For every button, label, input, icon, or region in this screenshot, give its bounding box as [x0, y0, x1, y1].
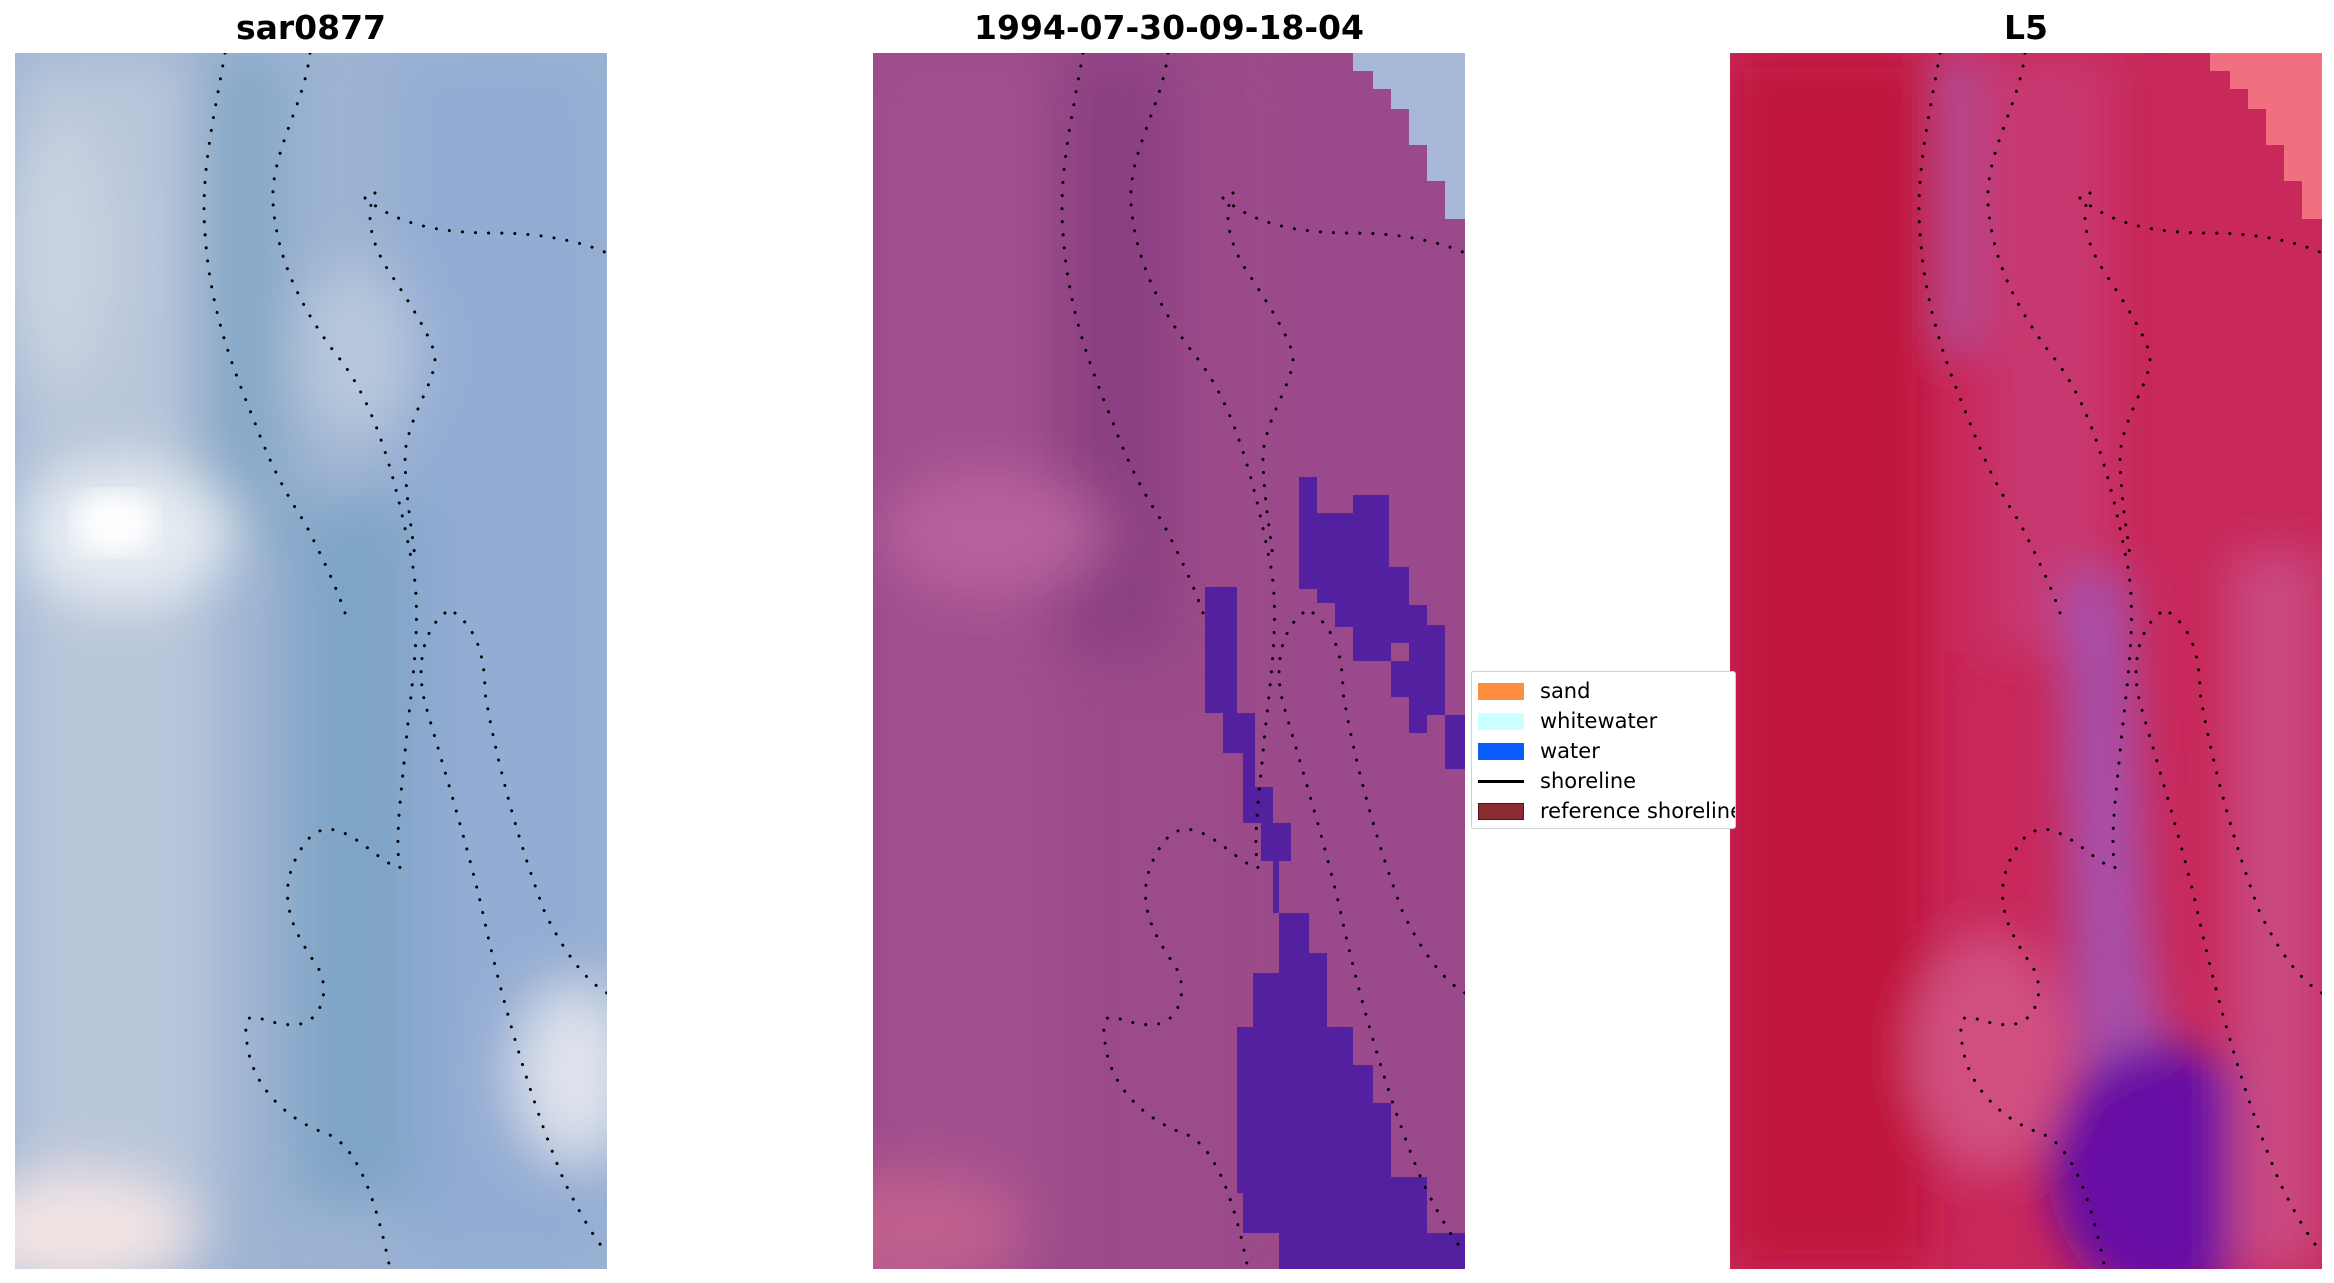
shoreline-contour [1060, 53, 1205, 615]
shoreline-overlay [1917, 53, 2322, 1269]
legend: sand whitewater water shoreline referenc… [1471, 671, 1736, 829]
shoreline-contour [202, 53, 347, 615]
shoreline-contour [1959, 53, 2133, 1269]
shoreline-overlay [202, 53, 607, 1269]
shoreline-contour [368, 191, 437, 565]
classified-image [873, 53, 1465, 1269]
legend-label: sand [1540, 679, 1591, 703]
panel-title-classified: 1994-07-30-09-18-04 [974, 8, 1364, 47]
panel-title-index: L5 [2004, 8, 2048, 47]
shoreline-overlay [1060, 53, 1465, 1269]
shoreline-line-icon [1478, 780, 1524, 783]
legend-item-sand: sand [1472, 675, 1735, 705]
legend-label: whitewater [1540, 709, 1658, 733]
whitewater-swatch [1478, 713, 1524, 730]
index-image-panel [1730, 53, 2322, 1269]
shoreline-contour [1917, 53, 2062, 615]
legend-item-whitewater: whitewater [1472, 705, 1735, 735]
shoreline-contour [419, 611, 607, 1255]
legend-item-water: water [1472, 735, 1735, 765]
shoreline-contour [1226, 191, 1295, 565]
shoreline-contour [244, 53, 418, 1269]
shoreline-contour [2134, 611, 2322, 1255]
legend-label: shoreline [1540, 769, 1637, 793]
shoreline-contour [453, 611, 607, 995]
shoreline-contour [2078, 196, 2322, 255]
index-image [1730, 53, 2322, 1269]
shoreline-contour [1221, 196, 1465, 255]
rgb-image-panel [15, 53, 607, 1269]
water-swatch [1478, 743, 1524, 760]
reference-shoreline-swatch [1478, 803, 1524, 820]
shoreline-contour [2083, 191, 2152, 565]
shoreline-contour [1311, 611, 1465, 995]
legend-item-reference-shoreline: reference shoreline [1472, 795, 1735, 825]
panel-title-rgb: sar0877 [235, 8, 387, 47]
shoreline-contour [1102, 53, 1276, 1269]
shoreline-contour [2168, 611, 2322, 995]
sand-swatch [1478, 683, 1524, 700]
legend-label: reference shoreline [1540, 799, 1736, 823]
classified-image-panel [873, 53, 1465, 1269]
legend-item-shoreline: shoreline [1472, 765, 1735, 795]
shoreline-contour [363, 196, 607, 255]
rgb-image [15, 53, 607, 1269]
shoreline-contour [1277, 611, 1465, 1255]
legend-label: water [1540, 739, 1600, 763]
